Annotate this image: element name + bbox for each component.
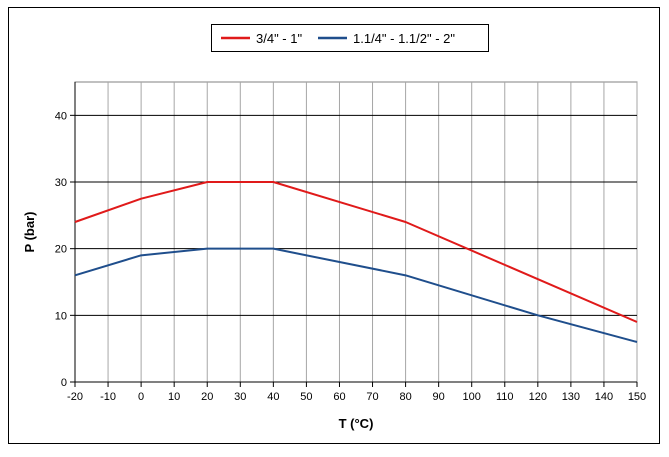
x-tick-label: 10 xyxy=(168,391,180,403)
x-tick-label: 110 xyxy=(496,391,514,403)
x-tick-label: 0 xyxy=(138,391,144,403)
y-tick-label: 20 xyxy=(55,244,67,256)
y-axis-label: P (bar) xyxy=(22,212,37,253)
x-tick-label: -20 xyxy=(67,391,83,403)
y-tick-label: 10 xyxy=(55,310,67,322)
x-tick-label: 140 xyxy=(595,391,613,403)
legend-label-series-1: 3/4" - 1" xyxy=(256,31,302,46)
x-tick-label: 60 xyxy=(333,391,345,403)
x-tick-label: 20 xyxy=(201,391,213,403)
legend: 3/4" - 1" 1.1/4" - 1.1/2" - 2" xyxy=(212,25,489,52)
y-tick-label: 40 xyxy=(55,110,67,122)
x-tick-label: 100 xyxy=(463,391,481,403)
x-tick-label: 50 xyxy=(300,391,312,403)
x-tick-label: 30 xyxy=(234,391,246,403)
x-axis-label: T (°C) xyxy=(339,416,374,431)
x-tick-label: 150 xyxy=(628,391,646,403)
x-tick-label: 40 xyxy=(267,391,279,403)
y-tick-label: 30 xyxy=(55,177,67,189)
x-tick-label: 70 xyxy=(366,391,378,403)
y-tick-label: 0 xyxy=(61,377,67,389)
x-tick-label: -10 xyxy=(100,391,116,403)
x-tick-label: 90 xyxy=(433,391,445,403)
x-tick-label: 120 xyxy=(529,391,547,403)
x-tick-label: 80 xyxy=(399,391,411,403)
plot-area xyxy=(75,82,637,382)
legend-label-series-2: 1.1/4" - 1.1/2" - 2" xyxy=(353,31,455,46)
x-tick-label: 130 xyxy=(562,391,580,403)
